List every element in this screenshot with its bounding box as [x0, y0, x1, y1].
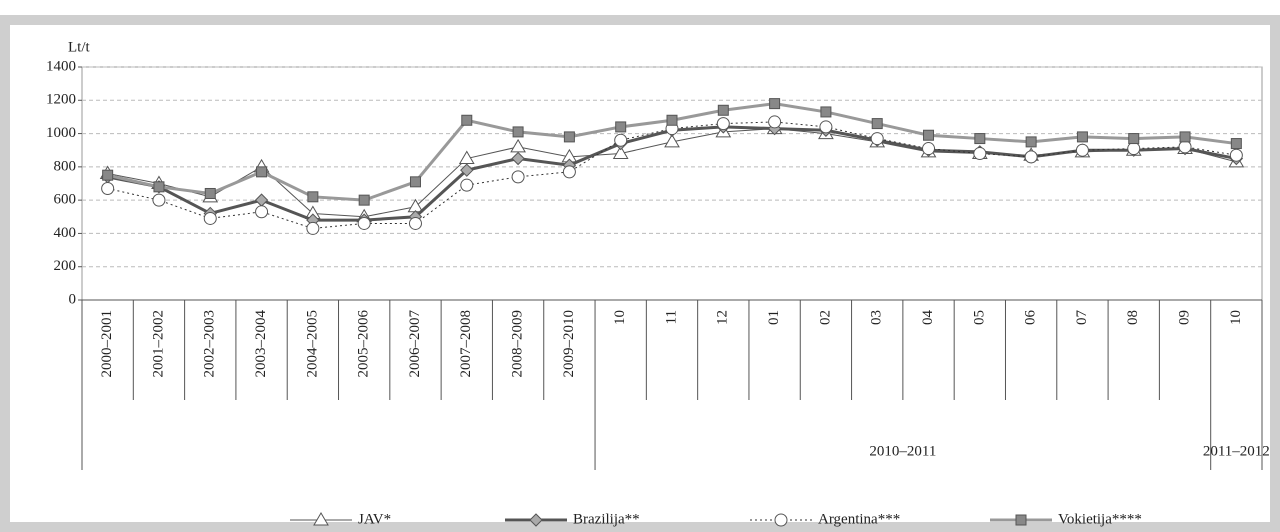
- x-tick-label: 02: [817, 310, 833, 325]
- marker: [313, 512, 329, 526]
- marker: [204, 187, 216, 199]
- marker: [1075, 143, 1089, 157]
- marker: [102, 169, 114, 181]
- group-label: 2011–2012: [1203, 443, 1270, 459]
- x-tick-label: 2006–2007: [407, 310, 423, 378]
- legend-label: Brazilija**: [573, 511, 640, 527]
- x-tick-label: 2004–2005: [304, 310, 320, 378]
- marker: [716, 117, 730, 131]
- marker: [769, 98, 781, 110]
- marker: [820, 106, 832, 118]
- marker: [511, 170, 525, 184]
- marker: [1127, 142, 1141, 156]
- marker: [512, 126, 524, 138]
- marker: [358, 194, 370, 206]
- marker: [923, 129, 935, 141]
- marker: [153, 181, 165, 193]
- marker: [409, 176, 421, 188]
- x-tick-label: 2008–2009: [510, 310, 526, 378]
- marker: [1179, 131, 1191, 143]
- marker: [460, 178, 474, 192]
- y-tick-label: 600: [54, 192, 77, 208]
- x-tick-label: 2009–2010: [561, 310, 577, 378]
- marker: [870, 132, 884, 146]
- y-tick-label: 400: [54, 225, 77, 241]
- marker: [306, 221, 320, 235]
- marker: [819, 120, 833, 134]
- marker: [871, 118, 883, 130]
- marker: [974, 133, 986, 145]
- x-tick-label: 04: [920, 310, 936, 326]
- marker: [461, 114, 473, 126]
- y-tick-label: 800: [54, 158, 77, 174]
- x-tick-label: 2002–2003: [202, 310, 218, 378]
- y-tick-label: 1200: [46, 92, 76, 108]
- group-label: 2010–2011: [869, 443, 936, 459]
- x-tick-label: 07: [1074, 310, 1090, 326]
- x-tick-label: 06: [1023, 310, 1039, 326]
- marker: [1024, 150, 1038, 164]
- marker: [152, 193, 166, 207]
- marker: [922, 142, 936, 156]
- x-tick-label: 03: [869, 310, 885, 325]
- marker: [1230, 138, 1242, 150]
- marker: [1076, 131, 1088, 143]
- marker: [717, 104, 729, 116]
- x-tick-label: 10: [612, 310, 628, 325]
- marker: [1025, 136, 1037, 148]
- marker: [973, 147, 987, 161]
- marker: [1229, 148, 1243, 162]
- x-tick-label: 2000–2001: [99, 310, 115, 378]
- x-tick-label: 11: [663, 310, 679, 324]
- marker: [357, 216, 371, 230]
- x-tick-label: 2005–2006: [356, 310, 372, 378]
- marker: [511, 151, 525, 166]
- y-tick-label: 200: [54, 258, 77, 274]
- marker: [666, 114, 678, 126]
- legend-label: Vokietija****: [1058, 511, 1142, 527]
- marker: [1128, 133, 1140, 145]
- x-tick-label: 2007–2008: [458, 310, 474, 378]
- x-tick-label: 2001–2002: [150, 310, 166, 378]
- frame: [0, 15, 1280, 532]
- marker: [614, 133, 628, 147]
- marker: [664, 133, 680, 148]
- x-tick-label: 2003–2004: [253, 310, 269, 378]
- legend-label: Argentina***: [818, 511, 900, 527]
- marker: [562, 165, 576, 179]
- x-tick-label: 01: [766, 310, 782, 325]
- y-tick-label: 0: [69, 291, 77, 307]
- marker: [774, 513, 788, 527]
- marker: [101, 181, 115, 195]
- marker: [255, 205, 269, 219]
- x-tick-label: 05: [971, 310, 987, 325]
- marker: [612, 145, 629, 160]
- marker: [203, 211, 217, 225]
- x-tick-label: 09: [1176, 310, 1192, 325]
- y-axis-label: Lt/t: [68, 39, 90, 55]
- marker: [460, 163, 474, 177]
- marker: [1015, 514, 1027, 526]
- marker: [615, 121, 627, 133]
- legend-label: JAV*: [358, 511, 391, 527]
- y-tick-label: 1400: [46, 58, 76, 74]
- marker: [1178, 140, 1192, 154]
- marker: [529, 513, 543, 527]
- x-tick-label: 08: [1125, 310, 1141, 325]
- x-tick-label: 10: [1228, 310, 1244, 325]
- marker: [563, 131, 575, 143]
- y-tick-label: 1000: [46, 125, 76, 141]
- marker: [307, 191, 319, 203]
- marker: [256, 166, 268, 178]
- marker: [408, 216, 422, 230]
- x-tick-label: 12: [715, 310, 731, 325]
- marker: [768, 115, 782, 129]
